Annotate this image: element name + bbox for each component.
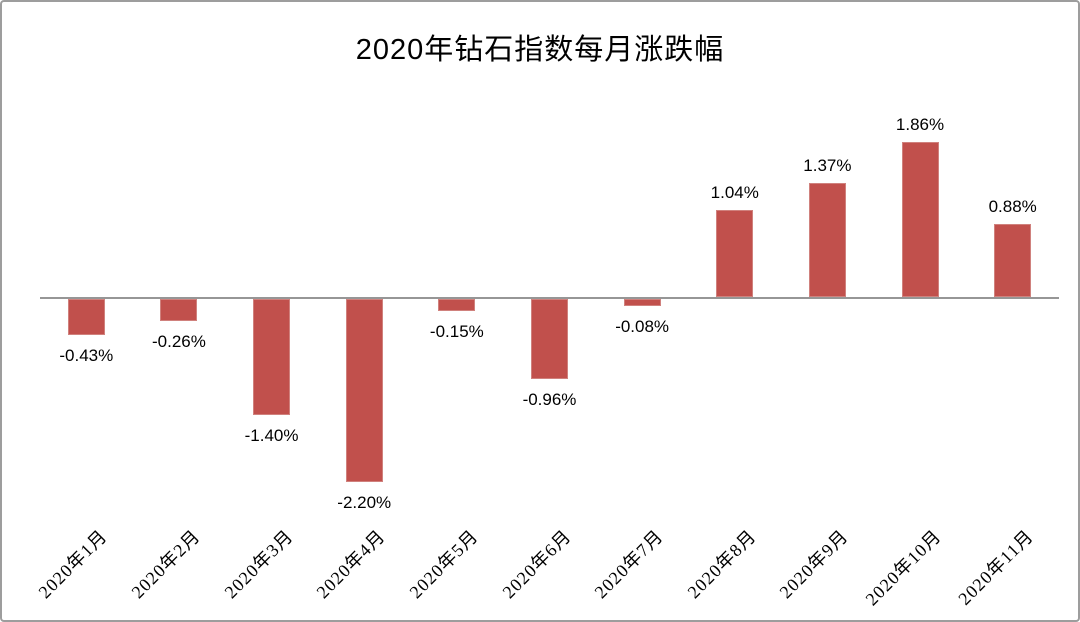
data-label-2020年1月: -0.43%	[59, 346, 114, 365]
x-axis-label-2020年4月: 2020年4月	[312, 525, 390, 603]
bar-2020年3月	[253, 299, 291, 415]
x-axis-label-2020年1月: 2020年1月	[34, 525, 112, 603]
x-axis-label-2020年8月: 2020年8月	[683, 525, 760, 603]
bar-2020年1月	[67, 299, 105, 335]
data-label-2020年4月: -2.20%	[337, 493, 392, 512]
x-axis-label-2020年9月: 2020年9月	[776, 525, 853, 603]
data-label-2020年5月: -0.15%	[429, 322, 484, 341]
x-axis-label-2020年10月: 2020年10月	[861, 525, 946, 610]
bar-2020年10月	[901, 142, 939, 297]
data-label-2020年3月: -1.40%	[244, 426, 299, 445]
chart-title: 2020年钻石指数每月涨跌幅	[355, 34, 725, 66]
x-axis-label-2020年6月: 2020年6月	[498, 525, 575, 603]
x-axis-label-2020年2月: 2020年2月	[127, 525, 204, 603]
data-label-2020年2月: -0.26%	[152, 332, 206, 351]
data-label-2020年7月: -0.08%	[615, 317, 670, 336]
x-axis-label-2020年7月: 2020年7月	[590, 525, 668, 603]
bar-2020年8月	[716, 210, 754, 297]
x-axis-label-2020年3月: 2020年3月	[220, 525, 297, 603]
data-label-2020年10月: 1.86%	[895, 115, 945, 134]
data-label-2020年6月: -0.96%	[522, 390, 577, 409]
data-label-2020年9月: 1.37%	[803, 156, 852, 175]
x-axis-label-2020年5月: 2020年5月	[405, 525, 482, 603]
x-axis-line	[40, 297, 1059, 299]
bar-2020年5月	[438, 299, 476, 311]
bar-2020年6月	[531, 299, 568, 379]
bar-2020年7月	[623, 299, 661, 306]
bar-2020年9月	[808, 183, 846, 297]
bar-2020年4月	[345, 299, 383, 482]
x-axis-label-2020年11月: 2020年11月	[954, 525, 1038, 609]
data-label-2020年8月: 1.04%	[710, 183, 759, 202]
data-label-2020年11月: 0.88%	[988, 197, 1037, 216]
bar-2020年2月	[160, 299, 198, 321]
bar-2020年11月	[994, 224, 1032, 297]
